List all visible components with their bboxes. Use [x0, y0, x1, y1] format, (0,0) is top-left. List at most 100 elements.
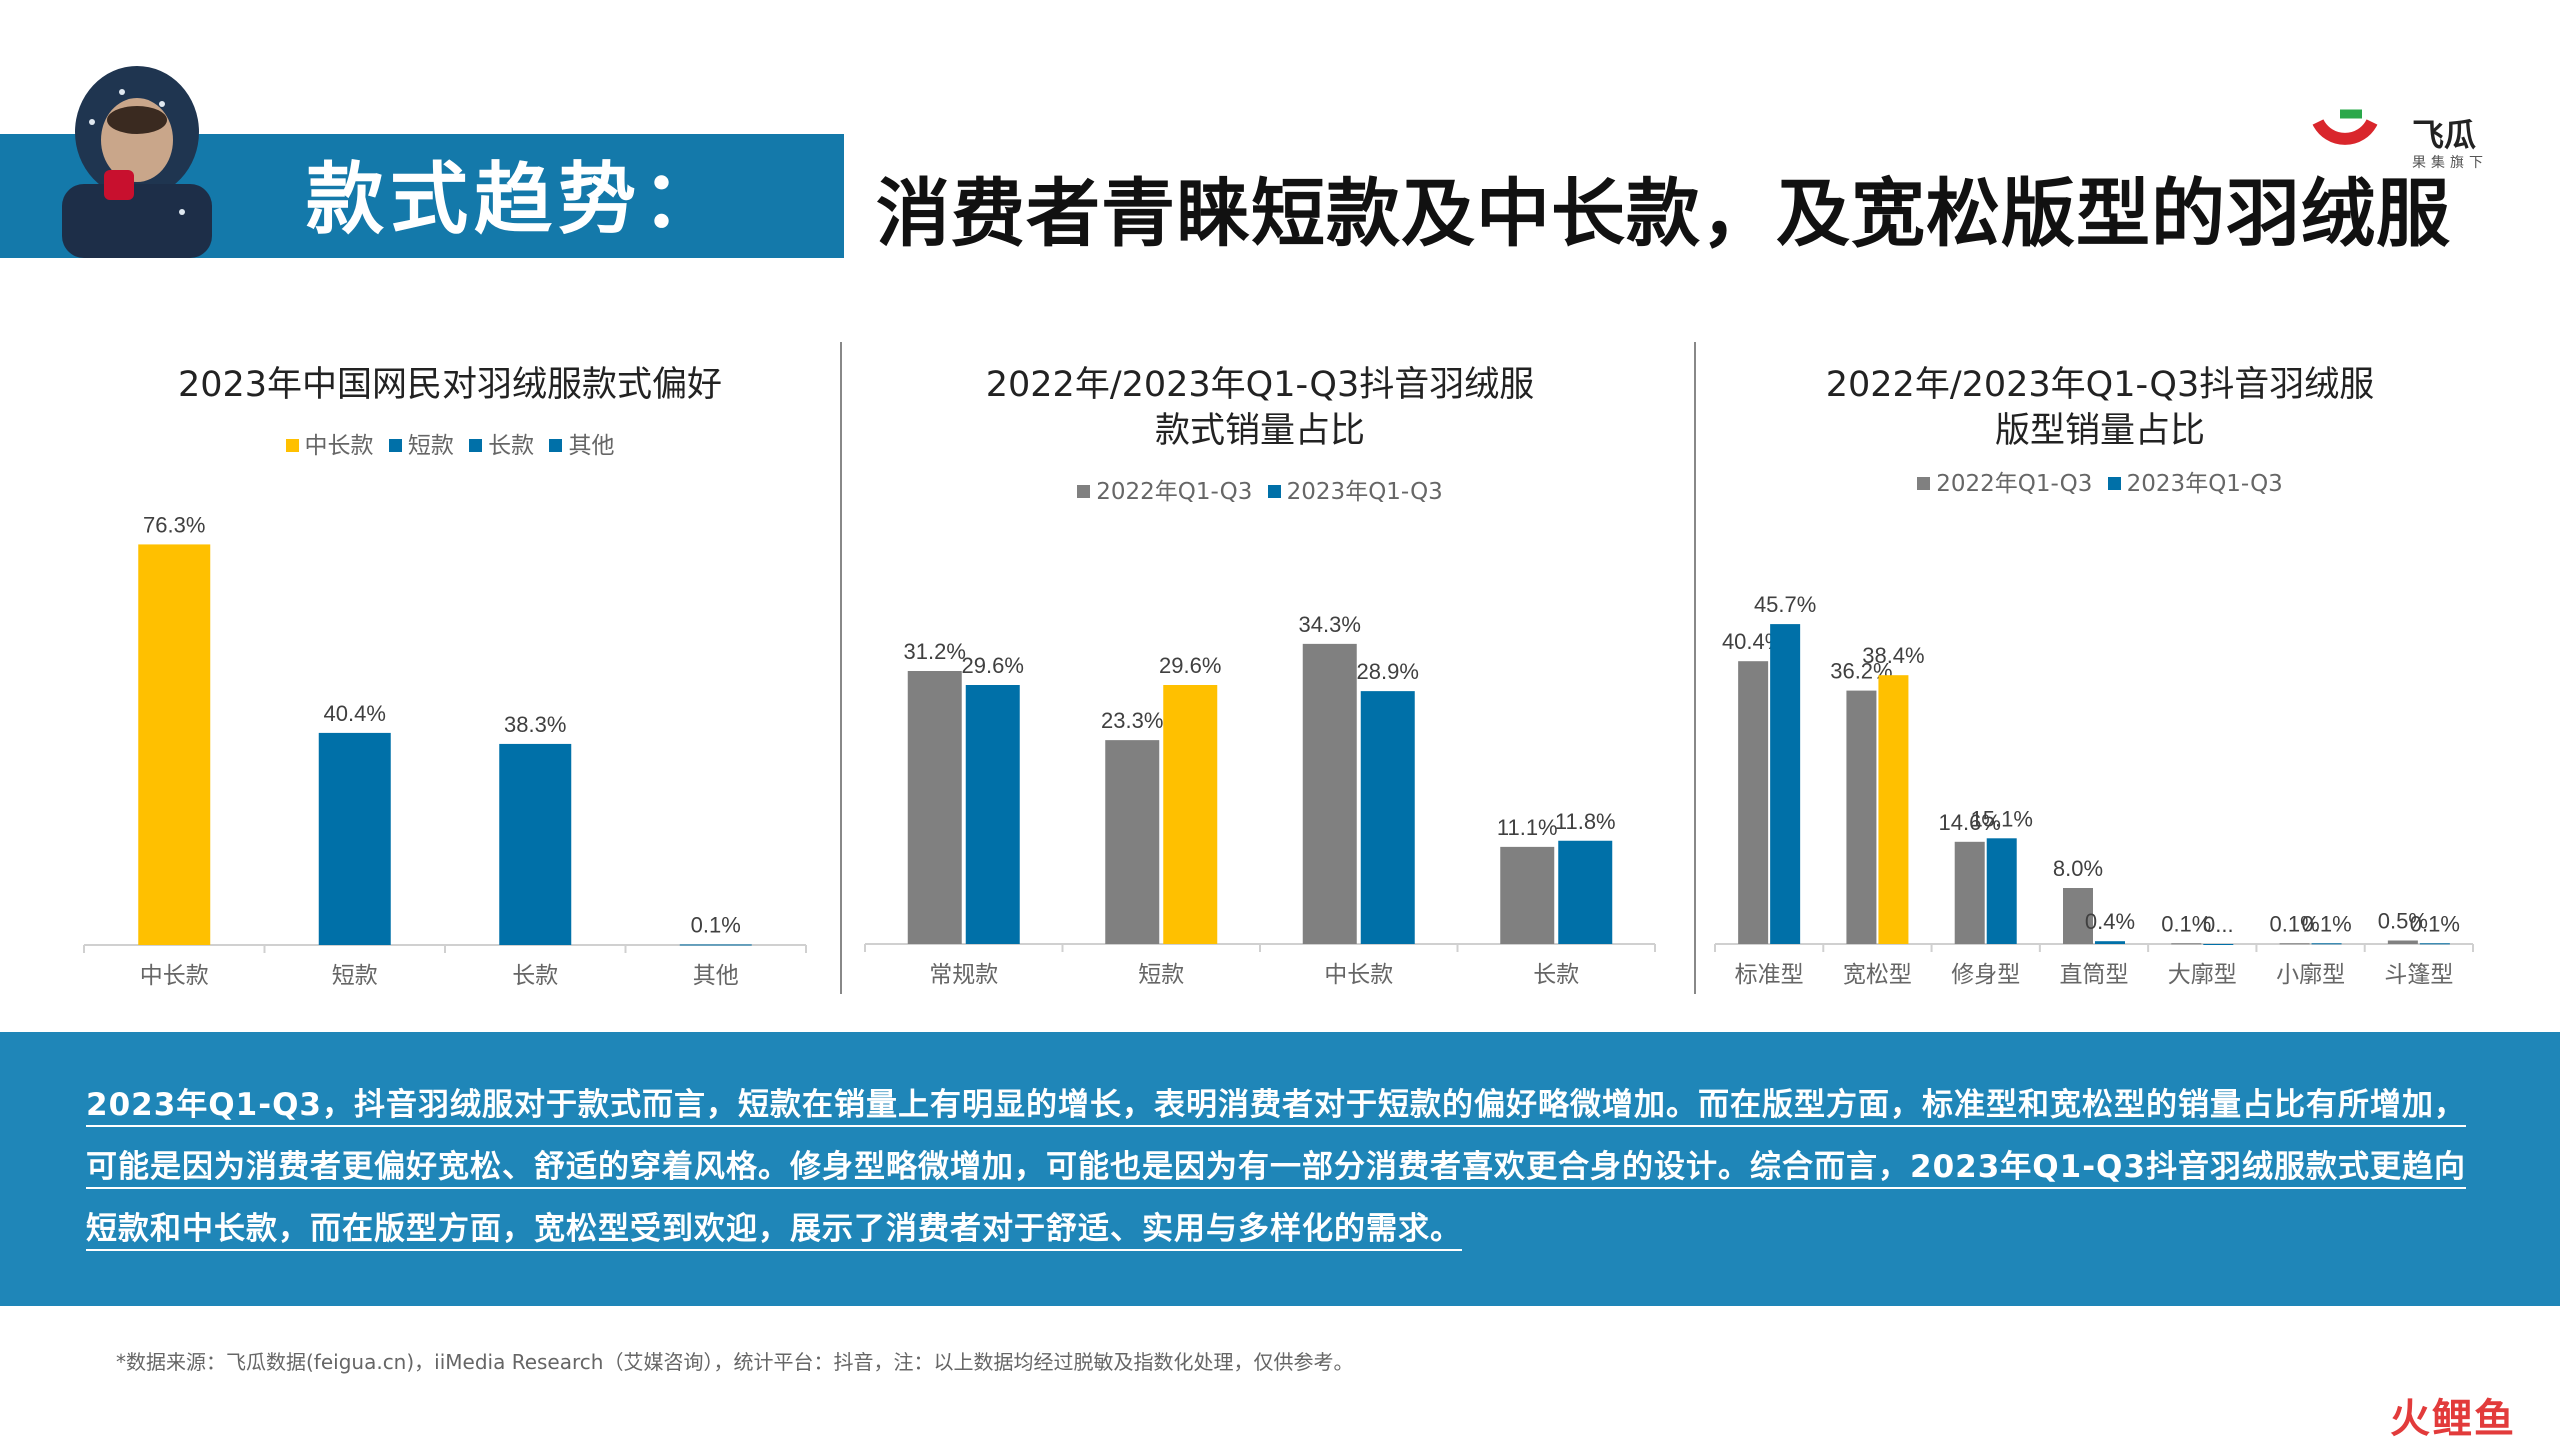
bar [1105, 740, 1160, 944]
bar [499, 743, 572, 945]
bar [1878, 675, 1909, 944]
bar-chart-style-sales: 31.2%29.6%常规款23.3%29.6%短款34.3%28.9%中长款11… [864, 612, 1656, 988]
data-label: 0.1% [2269, 911, 2319, 936]
bar [1500, 846, 1555, 944]
chart-legend: 2022年Q1-Q3 2023年Q1-Q3 [855, 472, 1665, 506]
data-label: 29.6% [1159, 653, 1221, 678]
data-label: 8.0% [2053, 856, 2103, 881]
panel-divider [1694, 342, 1696, 994]
data-label: 14.6% [1939, 810, 2001, 835]
legend-swatch [388, 439, 402, 452]
x-tick-label: 修身型 [1951, 962, 2020, 988]
data-label: 40.4% [324, 701, 386, 726]
x-tick-label: 其他 [693, 963, 739, 989]
legend-label: 2022年Q1-Q3 [1096, 479, 1253, 505]
legend-item: 2022年Q1-Q3 [1077, 472, 1252, 506]
legend-label: 2023年Q1-Q3 [1286, 479, 1443, 505]
legend-label: 2022年Q1-Q3 [1936, 471, 2093, 497]
watermark: 火鲤鱼 [2390, 1396, 2516, 1442]
bar [1163, 685, 1218, 944]
data-label: 11.8% [1555, 809, 1616, 834]
bar [1770, 624, 1801, 944]
data-label: 29.6% [962, 653, 1024, 678]
legend-item: 2022年Q1-Q3 [1917, 464, 2092, 498]
feigua-logo-icon [2312, 109, 2378, 145]
logo-sub: 果集旗下 [2412, 155, 2488, 171]
chart-title-line: 2022年/2023年Q1-Q3抖音羽绒服 [1825, 365, 2375, 405]
data-label: 23.3% [1101, 708, 1163, 733]
x-tick-label: 小廓型 [2276, 962, 2345, 988]
data-label: 0... [2203, 912, 2234, 937]
bar [1738, 661, 1769, 944]
data-label: 11.1% [1497, 815, 1558, 840]
bar [1360, 691, 1415, 944]
page-headline: 消费者青睐短款及中长款，及宽松版型的羽绒服 [876, 171, 2451, 257]
legend-swatch [285, 439, 299, 452]
legend-swatch [549, 439, 563, 452]
data-label: 0.1% [2161, 911, 2211, 936]
legend-swatch [2107, 477, 2121, 490]
legend-swatch [1917, 477, 1931, 490]
logo-name: 飞瓜 [2412, 116, 2477, 154]
x-tick-label: 标准型 [1735, 962, 1804, 988]
bar [1846, 690, 1877, 944]
x-tick-label: 大廓型 [2168, 962, 2237, 988]
chart-title-line: 版型销量占比 [1994, 411, 2205, 451]
data-label: 0.1% [2301, 911, 2351, 936]
legend-item: 2023年Q1-Q3 [2107, 464, 2283, 498]
bar [1986, 838, 2017, 944]
summary-text: 2023年Q1-Q3，抖音羽绒服对于款式而言，短款在销量上有明显的增长，表明消费… [86, 1087, 2466, 1247]
x-tick-label: 中长款 [1324, 962, 1393, 988]
chart-legend: 中长款 短款 长款 其他 [70, 426, 830, 460]
data-label: 0.1% [691, 912, 741, 937]
legend-swatch [1077, 485, 1091, 498]
data-label: 0.5% [2378, 909, 2428, 934]
footnote: *数据来源：飞瓜数据(feigua.cn)，iiMedia Research（艾… [116, 1350, 1354, 1374]
bar [2279, 943, 2310, 945]
bar [318, 732, 391, 945]
summary-band [0, 1032, 2560, 1306]
chart-title-line: 2023年中国网民对羽绒服款式偏好 [177, 365, 723, 405]
bar [965, 685, 1020, 944]
bar [2419, 943, 2450, 945]
bar [907, 671, 962, 944]
chart-title-line: 款式销量占比 [1154, 411, 1365, 451]
data-label: 31.2% [904, 639, 966, 664]
legend-item: 短款 [388, 426, 454, 460]
legend-item: 长款 [469, 426, 534, 460]
legend-swatch [1267, 485, 1281, 498]
bar [2095, 941, 2125, 944]
legend-label: 短款 [407, 433, 454, 459]
bar [1954, 841, 1985, 944]
panel-divider [840, 342, 842, 994]
bar-chart-fit-sales: 40.4%45.7%标准型36.2%38.4%宽松型14.6%15.1%修身型8… [1714, 592, 2474, 988]
data-label: 34.3% [1299, 612, 1361, 637]
data-label: 38.4% [1862, 643, 1924, 668]
data-label: 15.1% [1971, 806, 2033, 831]
avatar [62, 66, 212, 258]
x-tick-label: 中长款 [140, 963, 209, 989]
page-title: 款式趋势： [306, 155, 727, 245]
legend-label: 其他 [568, 433, 615, 459]
x-tick-label: 短款 [1138, 962, 1184, 988]
bar [2171, 943, 2202, 945]
bar [2311, 943, 2342, 945]
legend-swatch [469, 439, 483, 452]
legend-label: 2023年Q1-Q3 [2126, 471, 2283, 497]
legend-item: 其他 [549, 426, 614, 460]
legend-label: 中长款 [304, 433, 374, 459]
data-label: 0.4% [2085, 909, 2135, 934]
chart-title-line: 2022年/2023年Q1-Q3抖音羽绒服 [985, 365, 1535, 405]
data-label: 45.7% [1754, 592, 1816, 617]
chart-panel-style-preference: 2023年中国网民对羽绒服款式偏好 中长款 短款 长款 其他 76.3% 中长款 4… [70, 340, 830, 1000]
legend-item: 2023年Q1-Q3 [1267, 472, 1443, 506]
bar [2063, 888, 2093, 944]
chart-title: 2022年/2023年Q1-Q3抖音羽绒服 版型销量占比 [1705, 362, 2495, 454]
bar [138, 544, 211, 945]
legend-label: 长款 [488, 433, 535, 459]
chart-legend: 2022年Q1-Q3 2023年Q1-Q3 [1705, 464, 2495, 498]
x-tick-label: 长款 [1533, 962, 1579, 988]
data-label: 38.3% [504, 712, 566, 737]
chart-title: 2023年中国网民对羽绒服款式偏好 [70, 362, 830, 408]
chart-panel-style-sales: 2022年/2023年Q1-Q3抖音羽绒服 款式销量占比 2022年Q1-Q3 … [855, 340, 1665, 1000]
